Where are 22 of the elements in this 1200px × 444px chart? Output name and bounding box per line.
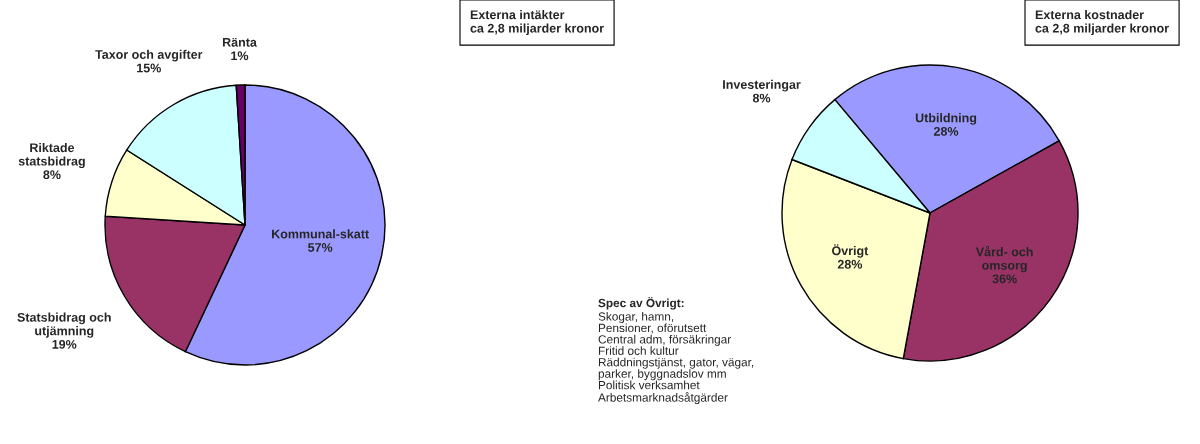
chart-title: Externa kostnader ca 2,8 miljarder kronor [1035, 10, 1169, 36]
slice-label: Investeringar [723, 79, 801, 92]
slice-label: Ränta [222, 37, 257, 47]
data-label: 1% [231, 51, 249, 61]
slice-label: Riktade statsbidrag [18, 142, 85, 169]
slice-label: Kommunal-skatt [272, 229, 369, 239]
text: Spec av Övrigt: [598, 297, 684, 310]
data-label: 57% [308, 243, 333, 252]
slice-label: Vård- och omsorg [975, 245, 1033, 273]
data-label: 19% [52, 339, 77, 349]
data-label: 28% [837, 259, 863, 269]
data-label: 36% [992, 274, 1017, 284]
slice-label: Utbildning [915, 113, 977, 125]
data-label: 8% [752, 93, 771, 103]
text: Externa intäkter ca 2,8 miljarder kronor [470, 10, 604, 36]
data-label: 28% [933, 126, 959, 136]
data-label: 15% [137, 63, 161, 73]
slice-label: Övrigt [832, 244, 869, 258]
slice-label: Statsbidrag och utjämning [17, 312, 111, 338]
data-label: 8% [43, 170, 61, 180]
slice-label: Taxor och avgifter [95, 49, 203, 62]
text: Skogar, hamn, Pensioner, oförutsett Central adm, försäkringar Fritid och kultur Räddningstjänst, gator, vägar, parker, byggnadslov mm Politisk verksamhet Arbetsmarknadsåtgärder [598, 312, 754, 405]
